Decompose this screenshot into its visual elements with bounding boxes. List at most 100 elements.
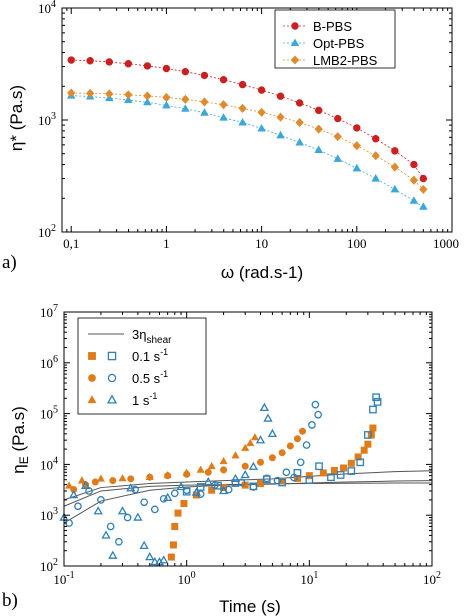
panel-b-point-0.1 s-1 filled <box>360 446 368 454</box>
panel-b-point-1 s-1 open <box>159 555 169 564</box>
panel-a-point-LMB2-PBS <box>238 103 247 113</box>
panel-a-point-B-PBS <box>124 60 133 68</box>
panel-b-point-0.5 s-1 open <box>123 513 132 522</box>
panel-b-y-tick-label: 107 <box>40 303 58 320</box>
panel-a-point-B-PBS <box>372 135 380 143</box>
panel-b-point-0.5 s-1 open <box>150 505 159 514</box>
panel-b-point-0.1 s-1 filled <box>340 464 348 472</box>
panel-b-point-0.1 s-1 filled <box>330 466 338 474</box>
panel-b-point-0.1 s-1 filled <box>180 499 188 507</box>
panel-b-point-1 s-1 open <box>133 512 143 521</box>
panel-b-point-0.1 s-1 filled <box>257 480 265 488</box>
panel-b-legend-label: 0.1 s-1 <box>132 347 168 364</box>
panel-b-point-1 s-1 open <box>176 481 186 491</box>
panel-a-point-B-PBS <box>334 114 342 123</box>
panel-a-x-tick-label: 10 <box>255 236 268 251</box>
panel-b-point-0.5 s-1 open <box>302 441 311 449</box>
panel-b-point-0.5 s-1 open <box>182 486 191 495</box>
panel-b-point-0.1 s-1 filled <box>369 424 377 432</box>
panel-b-point-0.5 s-1 open <box>290 473 298 482</box>
panel-a-legend-marker-Opt-PBS <box>290 38 300 47</box>
panel-a-point-B-PBS <box>295 99 304 107</box>
panel-b-point-1 s-1 filled <box>219 457 228 465</box>
panel-a-point-B-PBS <box>181 67 190 76</box>
panel-b-y-axis-label-sub: E <box>17 456 31 464</box>
panel-a-legend: B-PBS Opt-PBS LMB2-PBS <box>274 9 396 69</box>
panel-b-legend-marker-filled-triangle <box>87 395 97 404</box>
panel-b-point-1 s-1 filled <box>96 474 105 482</box>
panel-b-point-1 s-1 open <box>203 477 213 486</box>
panel-a-point-LMB2-PBS <box>295 117 304 128</box>
panel-b-point-0.1 s-1 filled <box>319 469 327 477</box>
panel-a-point-LMB2-PBS <box>409 175 419 185</box>
panel-a-point-B-PBS <box>257 86 266 94</box>
panel-a-point-Opt-PBS <box>219 113 228 121</box>
panel-a-x-tick-label: 0,1 <box>63 236 79 251</box>
panel-b-point-1 s-1 open <box>248 461 259 470</box>
panel-a-point-B-PBS <box>67 56 75 64</box>
panel-b-legend-marker-filled-circle <box>88 374 96 382</box>
panel-a-point-Opt-PBS <box>352 163 362 172</box>
panel-a-point-Opt-PBS <box>276 130 285 139</box>
panel-a-point-Opt-PBS <box>390 184 400 193</box>
panel-a-legend-label: B-PBS <box>313 19 352 34</box>
panel-b-y-tick-label: 104 <box>40 455 58 472</box>
panel-b-y-tick-label: 106 <box>40 354 58 371</box>
panel-a-point-Opt-PBS <box>124 95 133 103</box>
panel-b-x-tick-label: 101 <box>300 570 318 587</box>
panel-b-point-0.5 s-1 open <box>308 421 316 429</box>
panel-b-point-0.1 s-1 open <box>315 462 323 471</box>
panel-b-legend-label: 1 s-1 <box>132 391 157 408</box>
panel-a-point-B-PBS <box>219 75 228 84</box>
panel-b-point-0.1 s-1 filled <box>167 553 175 561</box>
panel-b-point-0.5 s-1 filled <box>286 442 294 450</box>
panel-b-point-0.5 s-1 filled <box>293 435 301 443</box>
panel-b-point-0.5 s-1 filled <box>278 449 286 457</box>
panel-b-shear-reference-line <box>63 470 433 501</box>
panel-b-point-1 s-1 filled <box>118 474 127 482</box>
panel-b-point-0.5 s-1 open <box>140 498 148 507</box>
panel-b-point-0.5 s-1 open <box>170 489 179 498</box>
panel-b-point-0.5 s-1 filled <box>109 477 117 485</box>
panel-a-x-axis-label: ω (rad.s-1) <box>221 263 303 282</box>
panel-b-point-0.5 s-1 open <box>196 490 205 498</box>
panel-a-point-B-PBS <box>105 58 113 66</box>
panel-b-legend-label: 3ηshear <box>132 327 172 346</box>
panel-b-point-0.1 s-1 open <box>364 431 372 439</box>
panel-b-y-tick-label: 102 <box>40 557 58 574</box>
panel-a-legend-label: Opt-PBS <box>313 36 365 51</box>
panel-b-point-1 s-1 open <box>139 540 149 549</box>
panel-a-series-line-Opt-PBS <box>71 95 424 208</box>
panel-a-point-B-PBS <box>315 106 323 115</box>
panel-a-point-Opt-PBS <box>238 117 247 126</box>
panel-a-legend-marker-LMB2-PBS <box>290 55 300 65</box>
panel-a-point-LMB2-PBS <box>85 88 95 98</box>
panel-a-point-LMB2-PBS <box>124 90 133 100</box>
panel-a-point-LMB2-PBS <box>352 141 361 151</box>
panel-b-point-1 s-1 filled <box>246 439 255 447</box>
panel-a-point-LMB2-PBS <box>419 184 428 194</box>
panel-b-point-1 s-1 open <box>150 556 160 566</box>
panel-b-legend-marker-open-square <box>107 351 117 361</box>
panel-b-point-0.5 s-1 filled <box>299 427 307 435</box>
panel-b-legend-marker-open-triangle <box>106 394 118 404</box>
panel-a-legend-label: LMB2-PBS <box>313 53 378 68</box>
panel-b-label: b) <box>2 590 18 611</box>
panel-a-point-Opt-PBS <box>371 174 380 182</box>
panel-b-point-0.5 s-1 filled <box>127 475 135 483</box>
panel-b-point-0.1 s-1 open <box>369 405 377 414</box>
panel-b-point-1 s-1 open <box>80 480 91 489</box>
panel-b-point-1 s-1 filled <box>65 481 74 489</box>
panel-b-point-1 s-1 filled <box>241 443 250 451</box>
panel-a-point-Opt-PBS <box>314 145 323 153</box>
panel-a-y-tick-label: 104 <box>38 0 56 16</box>
panel-b-point-0.1 s-1 filled <box>171 522 179 530</box>
panel-a-point-LMB2-PBS <box>314 124 323 134</box>
panel-b-point-0.5 s-1 filled <box>91 478 99 486</box>
panel-b-point-1 s-1 open <box>69 489 79 499</box>
panel-b-point-0.1 s-1 open <box>372 393 380 402</box>
panel-b-point-1 s-1 filled <box>163 471 172 479</box>
panel-b-point-0.5 s-1 open <box>296 458 305 467</box>
panel-b-point-0.1 s-1 filled <box>174 509 182 517</box>
panel-b-point-0.1 s-1 filled <box>305 472 313 480</box>
